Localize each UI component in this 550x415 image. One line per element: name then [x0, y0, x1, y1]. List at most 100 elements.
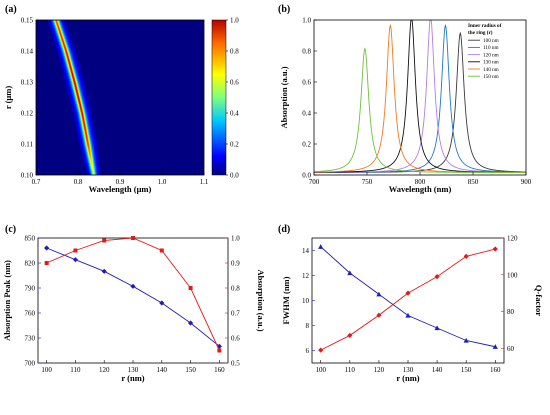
- heatmap-cell: [82, 94, 84, 97]
- heatmap-cell: [93, 151, 95, 154]
- heatmap-cell: [83, 111, 84, 114]
- heatmap-cell: [67, 63, 68, 66]
- heatmap-cell: [80, 145, 82, 148]
- heatmap-cell: [95, 164, 97, 166]
- heatmap-cell: [73, 68, 75, 70]
- heatmap-cell: [74, 85, 75, 87]
- heatmap-cell: [70, 85, 72, 87]
- heatmap-cell: [81, 117, 82, 120]
- heatmap-cell: [86, 105, 88, 108]
- heatmap-cell: [77, 75, 78, 78]
- heatmap-cell: [85, 97, 86, 100]
- heatmap-cell: [91, 130, 92, 132]
- heatmap-cell: [70, 88, 72, 91]
- heatmap-cell: [69, 68, 70, 70]
- heatmap-cell: [81, 75, 82, 78]
- heatmap-cell: [81, 99, 83, 101]
- heatmap-cell: [88, 133, 89, 135]
- heatmap-cell: [88, 113, 89, 115]
- heatmap-cell: [74, 66, 75, 69]
- heatmap-cell: [65, 43, 67, 46]
- heatmap-cell: [64, 71, 66, 73]
- heatmap-cell: [75, 108, 77, 111]
- heatmap-cell: [80, 122, 82, 125]
- heatmap-cell: [92, 123, 93, 126]
- heatmap-cell: [67, 51, 69, 53]
- heatmap-cell: [92, 154, 94, 157]
- heatmap-cell: [81, 83, 83, 86]
- heatmap-cell: [92, 168, 93, 171]
- heatmap-cell: [63, 52, 65, 55]
- heatmap-cell: [63, 47, 64, 50]
- heatmap-cell: [71, 66, 72, 69]
- heatmap-cell: [81, 119, 83, 122]
- heatmap-cell: [72, 103, 74, 106]
- heatmap-cell: [74, 94, 76, 97]
- heatmap-cell: [83, 137, 84, 140]
- heatmap-cell: [77, 120, 78, 123]
- heatmap-cell: [90, 111, 91, 114]
- heatmap-cell: [70, 49, 72, 52]
- heatmap-cell: [89, 173, 91, 175]
- heatmap-cell: [72, 97, 73, 100]
- heatmap-cell: [76, 68, 78, 70]
- heatmap-cell: [78, 66, 80, 69]
- heatmap-cell: [77, 86, 78, 89]
- heatmap-cell: [88, 119, 89, 122]
- heatmap-cell: [84, 164, 86, 166]
- heatmap-cell: [87, 130, 89, 132]
- heatmap-cell: [81, 153, 83, 156]
- heatmap-cell: [91, 142, 93, 145]
- heatmap-cell: [71, 57, 73, 60]
- heatmap-cell: [88, 134, 90, 137]
- heatmap-cell: [82, 86, 83, 89]
- heatmap-cell: [67, 71, 68, 73]
- heatmap-cell: [90, 134, 92, 137]
- heatmap-cell: [91, 164, 93, 166]
- heatmap-cell: [73, 47, 74, 50]
- heatmap-cell: [81, 144, 83, 146]
- heatmap-cell: [94, 154, 96, 157]
- heatmap-cell: [71, 102, 73, 104]
- heatmap-cell: [70, 82, 71, 84]
- heatmap-cell: [84, 114, 85, 117]
- heatmap-cell: [89, 148, 91, 151]
- heatmap-cell: [91, 122, 93, 125]
- heatmap-cell: [82, 144, 83, 146]
- heatmap-cell: [87, 134, 88, 137]
- heatmap-cell: [64, 55, 66, 58]
- heatmap-cell: [87, 100, 88, 103]
- heatmap-cell: [92, 136, 94, 139]
- heatmap-cell: [81, 92, 83, 95]
- heatmap-cell: [74, 68, 75, 70]
- heatmap-cell: [58, 40, 60, 42]
- heatmap-cell: [92, 142, 94, 145]
- heatmap-cell: [84, 133, 85, 135]
- heatmap-cell: [83, 114, 85, 117]
- heatmap-cell: [78, 72, 80, 75]
- heatmap-cell: [87, 111, 89, 114]
- heatmap-cell: [72, 51, 74, 53]
- heatmap-cell: [85, 108, 87, 111]
- heatmap-cell: [86, 105, 87, 108]
- heatmap-cell: [86, 157, 87, 160]
- heatmap-cell: [76, 102, 78, 104]
- heatmap-cell: [58, 40, 60, 42]
- heatmap-cell: [85, 100, 87, 103]
- heatmap-cell: [80, 125, 81, 128]
- heatmap-cell: [76, 128, 78, 131]
- heatmap-cell: [87, 131, 89, 134]
- heatmap-cell: [65, 57, 66, 60]
- heatmap-cell: [85, 153, 87, 156]
- heatmap-cell: [89, 133, 91, 135]
- heatmap-cell: [73, 60, 75, 63]
- heatmap-cell: [69, 60, 70, 63]
- heatmap-cell: [73, 99, 75, 101]
- heatmap-cell: [75, 83, 77, 86]
- heatmap-cell: [84, 134, 86, 137]
- heatmap-cell: [68, 66, 69, 69]
- heatmap-cell: [67, 57, 68, 60]
- heatmap-cell: [88, 147, 90, 149]
- heatmap-cell: [96, 164, 97, 166]
- heatmap-cell: [83, 123, 85, 126]
